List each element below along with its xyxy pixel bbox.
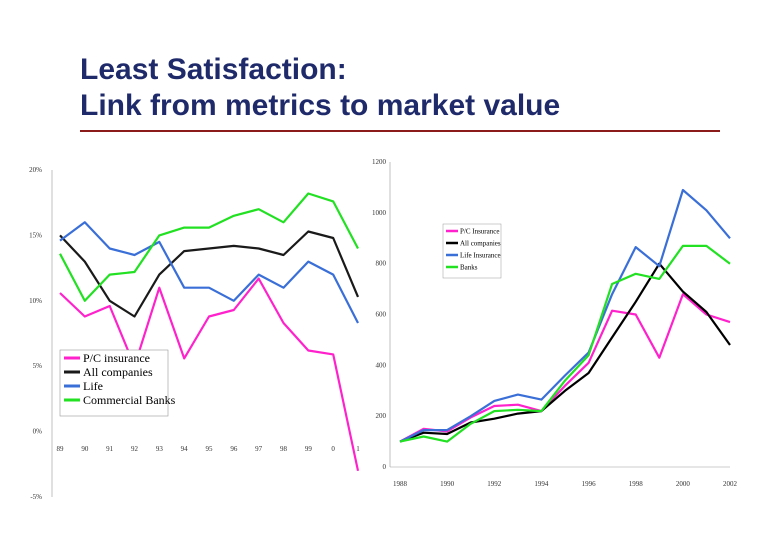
left-y-tick-label: 20% [29, 166, 42, 174]
left-x-tick-label: 93 [156, 445, 164, 453]
right-x-tick-label: 1998 [629, 480, 644, 488]
left-legend-label: P/C insurance [83, 351, 150, 365]
right-x-tick-label: 1990 [440, 480, 455, 488]
left-x-tick-label: 89 [57, 445, 65, 453]
slide-title: Least Satisfaction: Link from metrics to… [80, 52, 560, 124]
right-x-tick-label: 1996 [582, 480, 597, 488]
left-series-line-3 [59, 221, 359, 324]
right-legend-label: All companies [460, 240, 501, 248]
left-series-line-4 [59, 192, 359, 302]
left-y-tick-label: 0% [33, 428, 43, 436]
right-y-tick-label: 600 [376, 311, 387, 319]
right-legend-label: P/C Insurance [460, 228, 499, 236]
left-x-tick-label: 0 [331, 445, 335, 453]
title-line-2: Link from metrics to market value [80, 89, 561, 122]
left-series-line-2 [59, 230, 360, 318]
left-x-tick-label: 94 [181, 445, 189, 453]
title-line-1: Least Satisfaction: [80, 53, 347, 86]
right-y-tick-label: 200 [376, 412, 387, 420]
left-legend-box [59, 349, 169, 417]
right-y-tick-label: 1000 [372, 209, 387, 217]
right-series-line-3 [399, 188, 731, 443]
left-legend-label: All companies [83, 365, 153, 379]
right-y-tick-label: 800 [376, 260, 387, 268]
left-x-tick-label: 1 [356, 445, 360, 453]
left-x-tick-label: 92 [131, 445, 139, 453]
left-legend-label: Commercial Banks [83, 393, 176, 407]
right-x-tick-label: 2002 [723, 480, 738, 488]
left-y-tick-label: -5% [30, 493, 42, 501]
left-legend-label: Life [83, 379, 103, 393]
right-legend-label: Life Insurance [460, 252, 501, 260]
title-underline [80, 130, 720, 132]
left-series-line-1 [59, 277, 360, 472]
left-y-tick-label: 15% [29, 231, 42, 239]
left-x-tick-label: 98 [280, 445, 288, 453]
right-x-tick-label: 1994 [534, 480, 549, 488]
right-y-tick-label: 1200 [372, 158, 387, 166]
right-series-line-2 [399, 262, 731, 443]
right-series-line-4 [399, 244, 731, 443]
right-y-tick-label: 400 [376, 361, 387, 369]
right-x-tick-label: 1988 [393, 480, 408, 488]
right-legend-label: Banks [460, 264, 478, 272]
left-y-tick-label: 5% [33, 362, 43, 370]
left-x-tick-label: 96 [230, 445, 238, 453]
right-y-tick-label: 0 [383, 463, 387, 471]
left-y-tick-label: 10% [29, 297, 42, 305]
right-legend-box [442, 223, 502, 279]
left-x-tick-label: 95 [206, 445, 214, 453]
right-x-tick-label: 1992 [487, 480, 502, 488]
right-series-line-1 [399, 293, 731, 443]
left-x-tick-label: 97 [255, 445, 263, 453]
left-x-tick-label: 91 [106, 445, 114, 453]
left-x-tick-label: 90 [81, 445, 89, 453]
right-x-tick-label: 2000 [676, 480, 691, 488]
left-x-tick-label: 99 [305, 445, 313, 453]
